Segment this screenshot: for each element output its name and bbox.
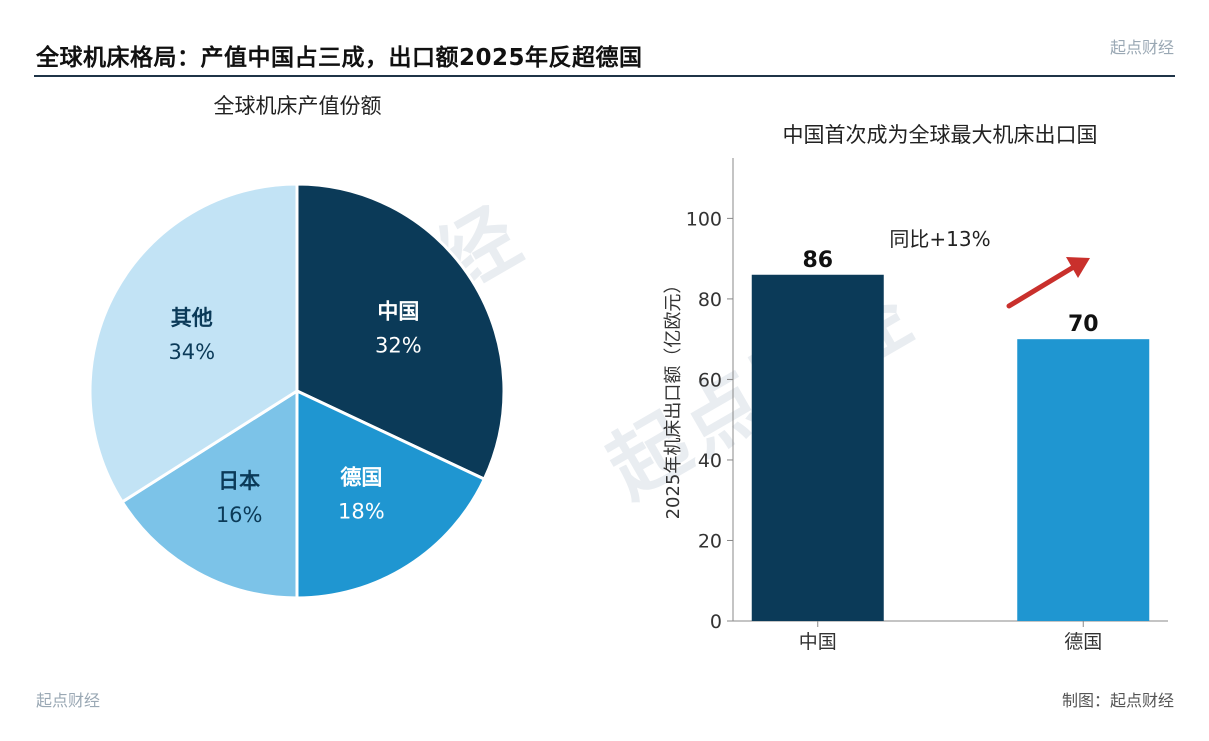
- bar-value-label: 70: [1068, 312, 1099, 337]
- title-divider: [34, 75, 1175, 77]
- pie-slice-value: 18%: [338, 499, 385, 523]
- y-tick-label: 100: [686, 208, 722, 230]
- y-tick-label: 80: [698, 289, 722, 311]
- pie-slice-label: 中国: [377, 300, 419, 324]
- growth-annotation: 同比+13%: [889, 227, 990, 251]
- y-axis-label: 2025年机床出口额（亿欧元）: [663, 276, 684, 520]
- pie-slice: [88, 182, 299, 504]
- x-tick-label: 中国: [799, 631, 837, 653]
- pie-slice: [295, 182, 506, 482]
- bar: [751, 274, 884, 621]
- pie-slice: [295, 388, 487, 600]
- pie-slice-label: 日本: [218, 469, 260, 493]
- y-tick-label: 0: [710, 611, 722, 633]
- y-tick-label: 40: [698, 450, 722, 472]
- pie-slice-label: 德国: [340, 465, 382, 489]
- footer-credit: 制图：起点财经: [1061, 691, 1174, 710]
- pie-slice-value: 16%: [216, 503, 263, 527]
- pie-chart-title: 全球机床产值份额: [213, 94, 382, 118]
- pie-slice-label: 其他: [171, 306, 213, 330]
- bar-value-label: 86: [802, 248, 833, 273]
- bar-chart-title: 中国首次成为全球最大机床出口国: [782, 123, 1098, 147]
- x-tick-label: 德国: [1064, 631, 1102, 653]
- pie-slice-value: 32%: [375, 334, 422, 358]
- bar: [1017, 339, 1150, 621]
- arrow-icon: [1006, 265, 1075, 309]
- y-tick-label: 60: [698, 369, 722, 391]
- arrow-head-icon: [1066, 257, 1090, 278]
- pie-slice-value: 34%: [168, 340, 215, 364]
- y-tick-label: 20: [698, 530, 722, 552]
- page-title: 全球机床格局：产值中国占三成，出口额2025年反超德国: [36, 45, 643, 71]
- brand-label: 起点财经: [1109, 38, 1174, 57]
- footer-brand: 起点财经: [36, 691, 101, 710]
- pie-slice: [120, 388, 299, 600]
